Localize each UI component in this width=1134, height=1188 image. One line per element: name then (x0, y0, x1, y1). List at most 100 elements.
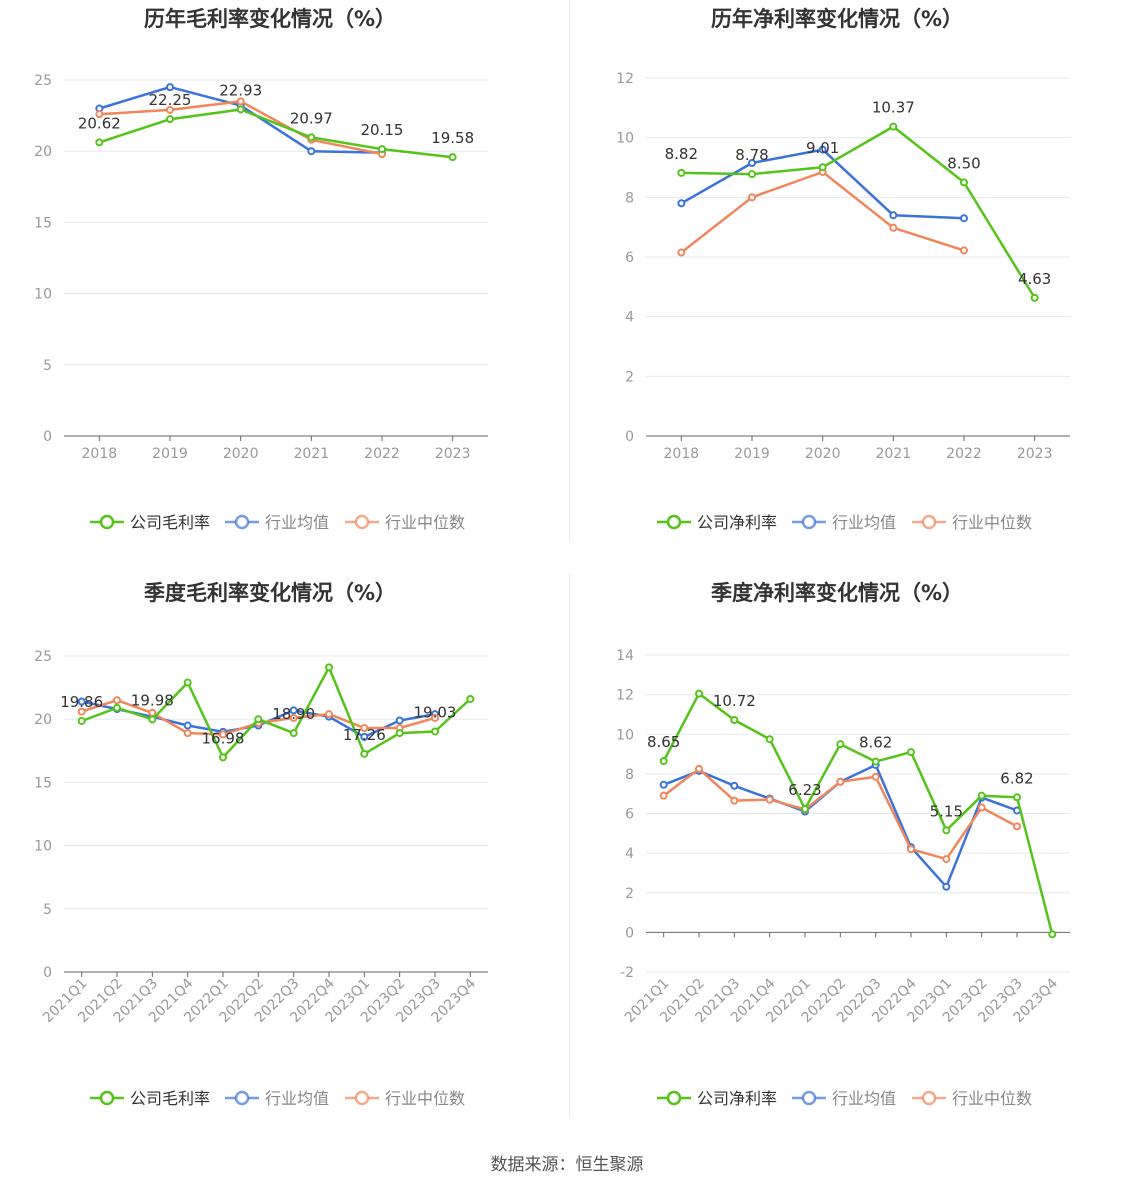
chart2-legend-item-avg: 行业均值 (225, 1089, 329, 1108)
chart0-legend-item-median: 行业中位数 (345, 513, 465, 532)
chart1-x-tick-label: 2020 (805, 446, 841, 462)
chart2-point-avg (289, 706, 298, 715)
chart1-legend-swatch-marker (921, 514, 937, 530)
chart0-point-avg (307, 147, 316, 156)
chart1-point-avg (818, 145, 827, 154)
chart0-x-tick-label: 2018 (82, 446, 118, 462)
chart0-point-company (307, 133, 316, 142)
chart3-point-median (871, 772, 880, 781)
chart1-y-tick-label: 0 (625, 429, 634, 445)
chart1-x-tick-label: 2022 (946, 446, 982, 462)
chart2-point-avg (77, 697, 86, 706)
chart0-y-tick-label: 5 (43, 358, 52, 374)
chart1-y-tick-label: 12 (616, 71, 634, 87)
chart3-point-median (1013, 822, 1021, 831)
chart2-point-company (289, 729, 298, 738)
chart3-point-company (695, 689, 703, 698)
chart0-point-company (236, 105, 245, 114)
chart2-y-tick-label: 10 (34, 839, 52, 855)
chart0-x-tick-label: 2019 (152, 446, 188, 462)
chart-annual-net-margin: 历年净利率变化情况（%） 0 2 4 6 8 10 12 2018 2019 2020 2021 202… (567, 0, 1134, 560)
chart1-data-label: 8.50 (947, 154, 980, 172)
chart2-point-median (289, 713, 298, 722)
chart3-point-median (659, 791, 668, 800)
chart1-y-tick-label: 8 (625, 190, 634, 206)
chart1-data-label: 9.01 (806, 139, 839, 157)
chart1-point-company (818, 163, 827, 172)
chart1-point-company (677, 168, 686, 177)
annual-gross-margin-svg: 历年毛利率变化情况（%） 0 5 10 15 20 25 2018 2019 2020 2021 20… (34, 7, 488, 532)
chart3-point-company (730, 715, 739, 724)
chart1-legend-label: 行业均值 (832, 513, 896, 532)
chart0-y-tick-label: 15 (34, 215, 52, 231)
chart3-data-label: 8.62 (859, 734, 892, 752)
chart1-legend-label: 行业中位数 (952, 513, 1032, 532)
chart1-point-company (1030, 293, 1039, 302)
chart0-data-label: 20.15 (361, 121, 404, 139)
chart2-point-avg (183, 721, 192, 730)
chart3-y-tick-label: 14 (616, 648, 634, 664)
chart2-legend-swatch-marker (234, 1090, 250, 1106)
chart0-point-company (95, 138, 104, 147)
chart0-x-tick-label: 2021 (294, 446, 330, 462)
chart0-y-tick-label: 0 (43, 429, 52, 445)
chart1-point-avg (677, 199, 686, 208)
chart2-data-label: 17.26 (343, 726, 386, 744)
chart3-title: 季度净利率变化情况（%） (711, 581, 963, 605)
chart1-y-tick-label: 6 (625, 250, 634, 266)
chart0-point-company (166, 115, 174, 124)
chart3-data-label: 6.82 (1000, 769, 1033, 787)
chart0-legend-item-company: 公司毛利率 (90, 513, 210, 532)
chart2-point-company (77, 716, 86, 725)
chart1-legend-label: 公司净利率 (697, 513, 777, 532)
chart0-x-tick-label: 2022 (364, 446, 400, 462)
chart2-point-company (360, 749, 369, 758)
chart3-legend-item-median: 行业中位数 (912, 1089, 1032, 1108)
chart2-point-company (466, 694, 475, 703)
chart2-y-tick-label: 20 (34, 712, 52, 728)
chart0-point-median (95, 110, 104, 119)
chart1-point-company (960, 178, 968, 187)
chart1-point-median (960, 246, 968, 255)
chart0-y-tick-label: 25 (34, 73, 52, 89)
chart2-point-company (431, 727, 439, 736)
chart0-legend-swatch-marker (354, 514, 370, 530)
panel-divider-top (569, 0, 570, 542)
chart2-point-avg (395, 716, 404, 725)
chart1-data-label: 8.78 (735, 146, 768, 164)
chart1-point-median (748, 193, 756, 202)
chart1-data-label: 8.82 (665, 145, 698, 163)
chart0-point-company (378, 145, 386, 154)
chart3-point-median (730, 796, 739, 805)
chart3-line-company (662, 692, 1054, 935)
chart1-legend-item-avg: 行业均值 (792, 513, 896, 532)
chart3-point-company (1048, 930, 1057, 939)
chart3-point-median (836, 777, 845, 786)
chart2-data-label: 16.98 (202, 729, 245, 747)
chart0-legend-label: 行业中位数 (385, 513, 465, 532)
chart2-data-label: 19.03 (414, 703, 457, 721)
chart2-point-company (183, 678, 192, 687)
chart3-point-company (907, 748, 915, 757)
chart1-x-tick-label: 2019 (734, 446, 770, 462)
chart3-legend-swatch-marker (801, 1090, 817, 1106)
chart1-legend-swatch-marker (666, 514, 682, 530)
chart2-point-median (77, 707, 86, 716)
chart1-x-tick-label: 2023 (1017, 446, 1053, 462)
chart3-legend-item-company: 公司净利率 (657, 1089, 777, 1108)
chart2-point-company (113, 703, 121, 712)
chart2-data-label: 18.90 (272, 705, 315, 723)
chart1-legend-item-company: 公司净利率 (657, 513, 777, 532)
chart2-point-company (325, 663, 333, 672)
chart0-point-avg (166, 83, 174, 92)
chart3-data-label: 10.72 (713, 692, 756, 710)
chart1-line-company (681, 125, 1036, 299)
chart2-data-label: 19.86 (60, 693, 103, 711)
chart0-data-label: 22.25 (149, 91, 192, 109)
annual-net-margin-svg: 历年净利率变化情况（%） 0 2 4 6 8 10 12 2018 2019 2020 2021 202… (616, 7, 1070, 532)
chart2-y-tick-label: 15 (34, 775, 52, 791)
chart1-line-median (680, 170, 965, 254)
chart2-y-tick-label: 0 (43, 965, 52, 981)
chart0-y-tick-label: 10 (34, 287, 52, 303)
chart3-point-company (871, 757, 880, 766)
